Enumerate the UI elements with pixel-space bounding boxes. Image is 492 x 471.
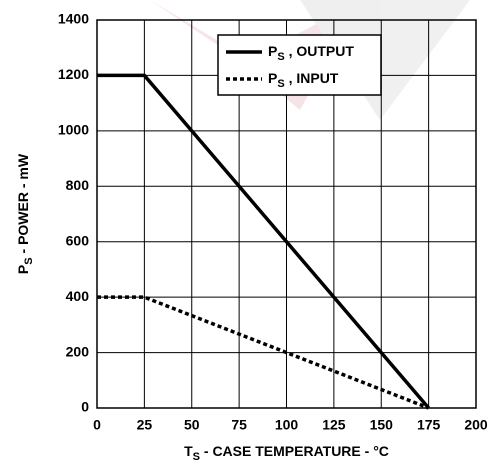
text-part: P [268,43,277,59]
series-line [97,295,430,410]
series-line [97,73,430,410]
text-part: , INPUT [285,70,339,86]
y-tick-label: 200 [66,343,90,359]
x-axis-label: TS - CASE TEMPERATURE - °C [184,443,389,463]
x-tick-label: 25 [137,417,153,433]
text-part: T [184,443,193,459]
x-tick-label: 200 [464,417,488,433]
text-part: P [15,265,31,274]
x-tick-label: 75 [231,417,247,433]
y-tick-label: 400 [66,288,90,304]
plot-frame [96,19,477,409]
legend-label: PS , INPUT [268,70,339,90]
text-part: S [23,257,35,264]
x-tick-label: 125 [322,417,346,433]
text-part: S [277,51,284,63]
text-part: - CASE TEMPERATURE - °C [200,443,389,459]
text-part: - POWER - mW [15,153,31,257]
x-tick-label: 175 [417,417,441,433]
y-tick-label: 1200 [58,66,89,82]
x-tick-label: 0 [93,417,101,433]
text-part: S [277,78,284,90]
text-part: S [193,451,200,463]
x-tick-label: 50 [184,417,200,433]
y-tick-label: 800 [66,177,90,193]
legend-box [217,34,382,96]
text-part: P [268,70,277,86]
legend-label: PS , OUTPUT [268,43,354,63]
y-tick-label: 1000 [58,122,89,138]
text-part: , OUTPUT [285,43,355,59]
x-tick-label: 150 [370,417,394,433]
y-axis-label: PS - POWER - mW [15,153,35,274]
x-tick-label: 100 [275,417,299,433]
y-tick-label: 1400 [58,11,89,27]
y-tick-label: 600 [66,232,90,248]
y-tick-label: 0 [81,399,89,415]
